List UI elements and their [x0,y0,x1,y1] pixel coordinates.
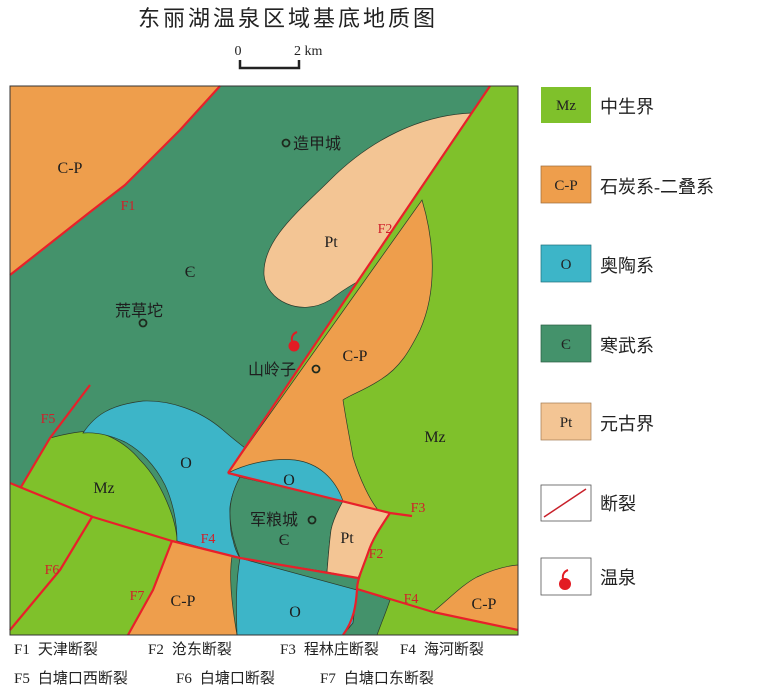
label-f2-north: F2 [378,222,393,237]
label-f3: F3 [411,501,426,516]
label-o-south: O [289,604,301,621]
label-cp-southeast: C-P [472,596,497,613]
unit-cp-middle [227,199,433,514]
town-marker-huangcaotuo [138,318,148,328]
scale-bar: 0 2 km [235,44,323,70]
legend-item-cp: C-P 石炭系-二叠系 [540,165,714,204]
fault-f2-south [342,512,391,636]
unit-o-small [226,459,344,502]
legend-code: C-P [554,178,577,194]
scale-end: 2 km [294,44,323,59]
fault-f1 [9,85,221,276]
label-f7: F7 [130,589,145,604]
legend-item-o: O 奥陶系 [540,244,654,283]
legend-item-fault: 断裂 [540,484,636,522]
legend-item-pt: Pt 元古界 [540,402,654,441]
label-cp-southwest: C-P [171,593,196,610]
legend-label: 温泉 [600,568,636,588]
legend-code: Mz [556,98,576,114]
town-junliangcheng: 军粮城 [250,511,298,529]
unit-o-arc [82,400,358,636]
fault-key-f3: F3 程林庄断裂 [280,640,379,658]
label-f6: F6 [45,563,60,578]
label-cp-nw: C-P [58,160,83,177]
legend-item-hot-spring: 温泉 [540,557,636,596]
hot-spring-icon [288,331,300,352]
scale-bar-line [238,60,301,70]
legend-label: 石炭系-二叠系 [600,177,714,197]
legend-code: O [561,257,572,273]
label-mz-west: Mz [93,480,114,497]
label-pt-north: Pt [324,234,338,251]
fault-key-f4: F4 海河断裂 [400,641,484,658]
label-f1: F1 [121,199,136,214]
label-cambrian-center: Є [279,532,290,549]
hot-spring-icon [559,569,571,590]
label-f2-south: F2 [369,547,384,562]
legend-code: Pt [560,415,573,431]
scale-start: 0 [235,44,242,59]
legend-code: Є [561,337,571,353]
fault-key-f2: F2 沧东断裂 [148,641,232,658]
fault-f5 [20,384,91,488]
legend-label: 奥陶系 [600,256,654,276]
fault-f7 [127,540,174,636]
legend-item-cambrian: Є 寒武系 [540,324,654,363]
town-marker-junliangcheng [307,515,317,525]
legend-item-mz: Mz 中生界 [541,87,654,123]
fault-f4-east [356,587,519,632]
fault-key-f7: F7 白塘口东断裂 [320,670,434,687]
label-mz-east: Mz [424,429,445,446]
fault-line-icon [543,488,587,518]
legend-label: 元古界 [600,414,654,434]
map-area: C-P Є Pt C-P Mz Mz O O Є Pt C-P O C-P F1… [9,85,519,636]
label-o-small: O [283,472,295,489]
legend: Mz 中生界 C-P 石炭系-二叠系 O 奥陶系 Є 寒武系 Pt 元古界 断裂 [540,87,714,596]
label-o-arc: O [180,455,192,472]
unit-pt-north [263,112,473,308]
fault-key-f1: F1 天津断裂 [14,641,98,658]
label-cambrian-main: Є [185,264,196,281]
fault-key-f6: F6 白塘口断裂 [176,670,275,687]
legend-swatch-cp [540,165,592,204]
legend-label: 中生界 [600,97,654,117]
fault-f6 [9,516,93,631]
town-marker-zaojiacheng [281,138,291,148]
label-f5: F5 [41,412,56,427]
label-f4-east: F4 [404,592,419,607]
legend-swatch-pt [540,402,592,441]
label-f4-west: F4 [201,532,216,547]
fault-key-f5: F5 白塘口西断裂 [14,670,128,687]
legend-swatch-cambrian [540,324,592,363]
legend-swatch-o [540,244,592,283]
town-huangcaotuo: 荒草坨 [115,302,163,320]
label-pt-south: Pt [340,530,354,547]
fault-f2-north [227,85,491,474]
legend-label: 寒武系 [600,336,654,356]
town-zaojiacheng: 造甲城 [293,135,341,153]
fault-key: F1 天津断裂 F2 沧东断裂 F3 程林庄断裂 F4 海河断裂 F5 白塘口西断裂 F6… [14,640,484,687]
unit-cp-southeast [432,564,519,631]
legend-swatch-mz [541,87,591,123]
legend-label: 断裂 [600,494,636,514]
map-title: 东丽湖温泉区域基底地质图 [138,6,438,31]
map-frame [9,85,519,636]
town-marker-shanlingzi [311,364,321,374]
town-shanlingzi: 山岭子 [248,361,296,379]
label-cp-middle: C-P [343,348,368,365]
